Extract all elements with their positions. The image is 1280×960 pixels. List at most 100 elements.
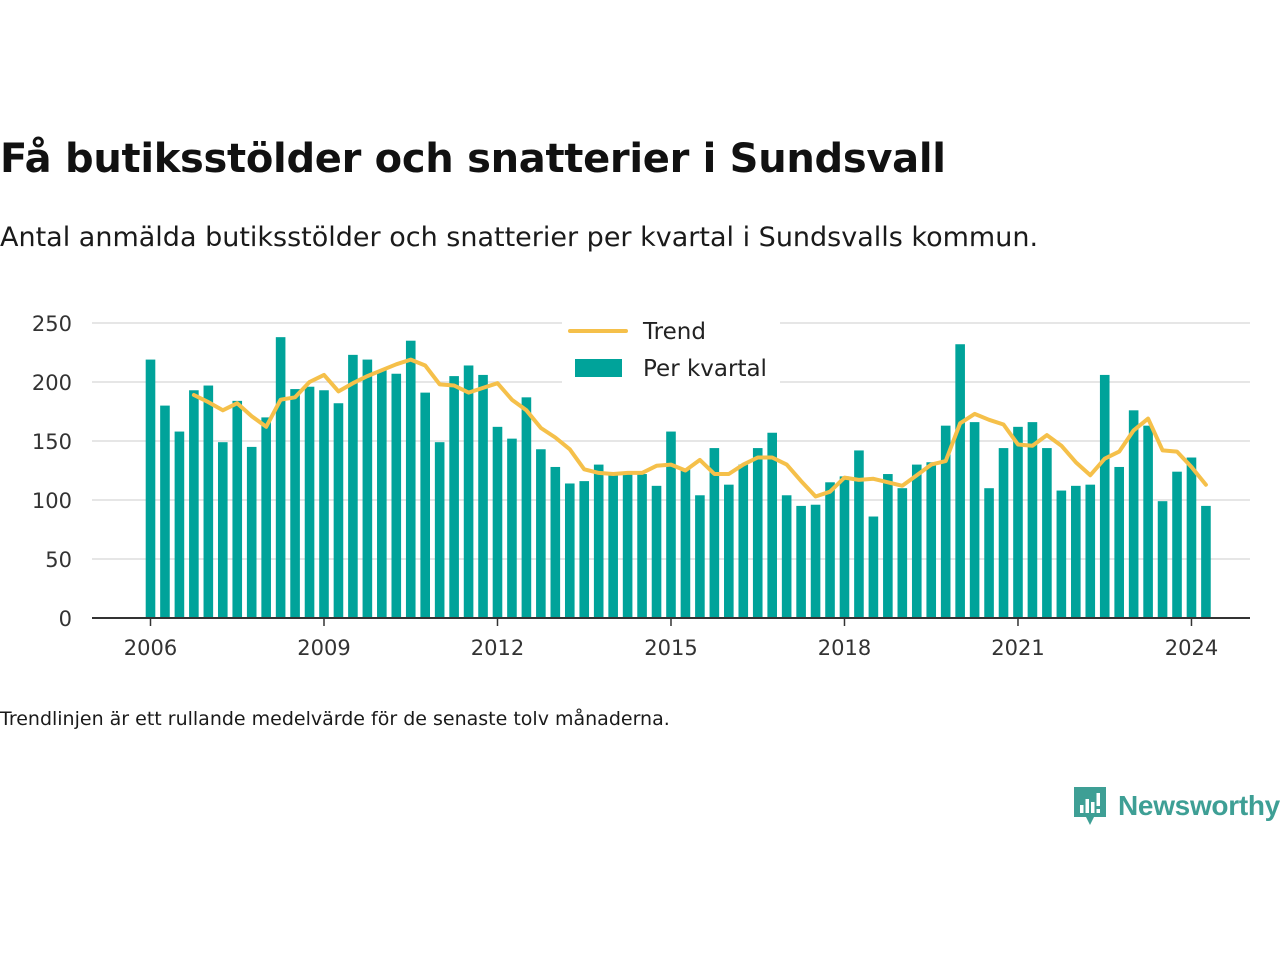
bar — [1027, 422, 1038, 618]
bar — [362, 359, 373, 618]
bar — [651, 485, 662, 618]
bar — [752, 448, 763, 618]
bar — [550, 466, 561, 618]
bar — [1157, 501, 1168, 618]
x-tick-label: 2009 — [297, 636, 350, 660]
bar — [377, 370, 387, 618]
footnote: Trendlinjen är ett rullande medelvärde f… — [0, 708, 670, 730]
bar — [478, 374, 488, 618]
bar — [1013, 426, 1023, 618]
bar — [1085, 484, 1096, 618]
bar — [767, 432, 777, 618]
bar — [810, 504, 821, 618]
bar — [593, 464, 604, 618]
bar — [1042, 448, 1052, 618]
bar — [1201, 505, 1211, 618]
bar — [507, 438, 517, 618]
bar — [420, 392, 431, 618]
bar — [666, 431, 676, 618]
x-tick-label: 2012 — [471, 636, 524, 660]
bar — [449, 376, 459, 618]
x-tick-label: 2018 — [818, 636, 871, 660]
bar — [261, 417, 271, 618]
bar — [998, 448, 1009, 618]
legend-bar-label: Per kvartal — [643, 356, 767, 382]
bar — [521, 397, 532, 618]
bar — [145, 359, 156, 618]
bar — [405, 340, 416, 618]
x-tick-label: 2006 — [124, 636, 177, 660]
bar — [434, 442, 445, 618]
x-axis-ticks: 2006 2009 2012 2015 2018 2021 2024 — [124, 618, 1218, 660]
chart-title: Få butiksstölder och snatterier i Sundsv… — [0, 136, 946, 182]
bar — [1143, 425, 1153, 618]
bar — [969, 422, 980, 618]
bar — [160, 405, 170, 618]
bar — [1056, 490, 1067, 618]
legend-bar-swatch — [575, 359, 622, 377]
legend-trend-label: Trend — [642, 319, 706, 345]
bar — [781, 495, 792, 618]
bar — [275, 337, 286, 618]
bar — [232, 400, 243, 618]
bar — [1186, 457, 1197, 618]
y-axis-ticks: 0 50 100 150 200 250 — [32, 312, 72, 631]
bar — [955, 344, 965, 618]
bar — [868, 516, 879, 618]
bar — [1099, 374, 1110, 618]
y-tick-label: 100 — [32, 489, 72, 513]
bar — [911, 464, 922, 618]
bar — [492, 426, 503, 618]
bar — [1128, 410, 1139, 618]
bar-chart: 0 50 100 150 200 250 2006 2009 2012 2015 2018 2021… — [32, 312, 1250, 660]
chart-subtitle: Antal anmälda butiksstölder och snatteri… — [0, 222, 1039, 253]
bar — [984, 488, 994, 618]
bar — [854, 450, 864, 618]
bar — [883, 474, 893, 618]
bar — [1172, 471, 1182, 618]
bar — [579, 481, 590, 618]
bar — [637, 474, 647, 618]
bar — [536, 449, 546, 618]
bar — [463, 365, 474, 618]
bar — [897, 488, 908, 618]
bar — [709, 448, 720, 618]
bar — [304, 386, 315, 618]
bar — [217, 442, 228, 618]
bar — [319, 390, 329, 618]
bar — [564, 483, 575, 618]
y-tick-label: 0 — [59, 607, 72, 631]
bar — [796, 505, 806, 618]
bar — [246, 446, 257, 618]
bar — [839, 476, 850, 618]
x-tick-label: 2015 — [644, 636, 697, 660]
legend: Trend Per kvartal — [562, 318, 780, 384]
bar — [738, 464, 749, 618]
bar — [290, 389, 300, 618]
y-tick-label: 150 — [32, 430, 72, 454]
bar-series — [145, 337, 1211, 618]
bar — [825, 482, 835, 618]
newsworthy-logo-icon — [1074, 787, 1106, 825]
bar — [1071, 485, 1081, 618]
bar — [926, 462, 937, 618]
bar — [391, 373, 402, 618]
y-tick-label: 50 — [45, 548, 72, 572]
brand-name: Newsworthy — [1118, 790, 1280, 821]
bar — [348, 354, 358, 618]
bar — [203, 385, 214, 618]
bar — [1114, 466, 1124, 618]
x-tick-label: 2021 — [991, 636, 1044, 660]
bar — [622, 471, 633, 618]
brand-logo[interactable]: Newsworthy — [1072, 785, 1280, 827]
bar — [940, 425, 951, 618]
x-tick-label: 2024 — [1165, 636, 1218, 660]
bar — [189, 390, 199, 618]
bar — [695, 495, 705, 618]
trend-line — [191, 357, 1208, 499]
y-tick-label: 250 — [32, 312, 72, 336]
bar — [333, 403, 344, 618]
bar — [680, 469, 691, 618]
y-tick-label: 200 — [32, 371, 72, 395]
bar — [174, 431, 185, 618]
